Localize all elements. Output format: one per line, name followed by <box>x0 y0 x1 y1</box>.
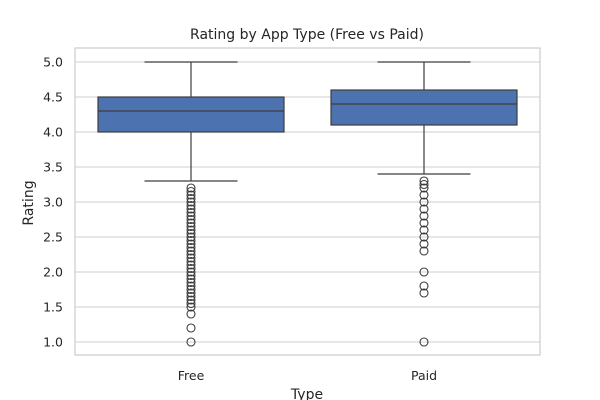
plot-frame <box>74 47 541 356</box>
outlier-point <box>186 214 196 225</box>
outlier-point <box>186 337 196 347</box>
outlier-point <box>186 323 196 333</box>
outlier-point <box>186 291 196 302</box>
outlier-point <box>186 260 196 270</box>
outlier-point <box>419 218 429 228</box>
outlier-point <box>186 183 196 193</box>
y-tick-label: 2.0 <box>43 265 63 280</box>
outlier-point <box>419 204 429 214</box>
outlier-point <box>419 225 429 235</box>
plot-area <box>97 61 518 347</box>
outlier-point <box>186 281 196 291</box>
outlier-point <box>186 298 196 309</box>
outlier-point <box>419 211 429 221</box>
outlier-point <box>186 190 196 200</box>
outlier-point <box>419 239 429 249</box>
x-axis: Free Paid <box>178 368 437 383</box>
outlier-point <box>186 256 196 267</box>
outlier-point <box>186 309 196 319</box>
box-group <box>97 61 285 347</box>
outlier-point <box>419 246 429 256</box>
x-axis-label: Type <box>290 387 323 400</box>
outlier-point <box>419 337 429 347</box>
outlier-point <box>186 186 196 197</box>
y-axis: 1.0 1.5 2.0 2.5 3.0 3.5 4.0 4.5 5.0 <box>43 55 63 350</box>
outlier-point <box>186 193 196 204</box>
outlier-point <box>419 190 429 200</box>
outlier-point <box>186 211 196 221</box>
outlier-point <box>186 302 196 312</box>
outlier-point <box>186 239 196 249</box>
outlier-point <box>419 232 429 242</box>
outlier-point <box>419 183 429 193</box>
outlier-point <box>186 235 196 246</box>
outlier-point <box>186 200 196 211</box>
iqr-box <box>330 89 518 126</box>
outlier-point <box>186 246 196 256</box>
outlier-point <box>419 281 429 291</box>
y-tick-label: 1.5 <box>43 300 63 315</box>
outlier-point <box>186 267 196 277</box>
outlier-point <box>419 197 429 207</box>
outlier-point <box>186 274 196 284</box>
outlier-point <box>186 228 196 239</box>
outlier-point <box>419 288 429 298</box>
y-tick-label: 4.0 <box>43 125 63 140</box>
outlier-point <box>186 270 196 281</box>
outlier-point <box>186 249 196 260</box>
x-tick-label: Free <box>178 368 205 383</box>
y-tick-label: 2.5 <box>43 230 63 245</box>
outlier-point <box>186 232 196 242</box>
outlier-point <box>186 295 196 305</box>
chart-title: Rating by App Type (Free vs Paid) <box>190 27 424 43</box>
x-tick-label: Paid <box>411 368 437 383</box>
outlier-point <box>186 253 196 263</box>
outlier-point <box>186 277 196 288</box>
outlier-point <box>186 221 196 232</box>
iqr-box <box>97 96 285 133</box>
outlier-point <box>186 204 196 214</box>
y-tick-label: 4.5 <box>43 90 63 105</box>
y-axis-label: Rating <box>21 180 37 225</box>
outlier-point <box>186 218 196 228</box>
y-tick-label: 3.5 <box>43 160 63 175</box>
y-tick-label: 5.0 <box>43 55 63 70</box>
outlier-point <box>186 197 196 207</box>
outlier-point <box>419 179 429 190</box>
y-tick-label: 3.0 <box>43 195 63 210</box>
box-group <box>330 61 518 347</box>
outlier-point <box>186 263 196 274</box>
y-tick-label: 1.0 <box>43 335 63 350</box>
outlier-point <box>186 225 196 235</box>
outlier-point <box>419 267 429 277</box>
outlier-point <box>186 284 196 295</box>
outlier-point <box>419 176 429 186</box>
outlier-point <box>186 207 196 218</box>
outlier-point <box>186 242 196 253</box>
outlier-point <box>186 288 196 298</box>
